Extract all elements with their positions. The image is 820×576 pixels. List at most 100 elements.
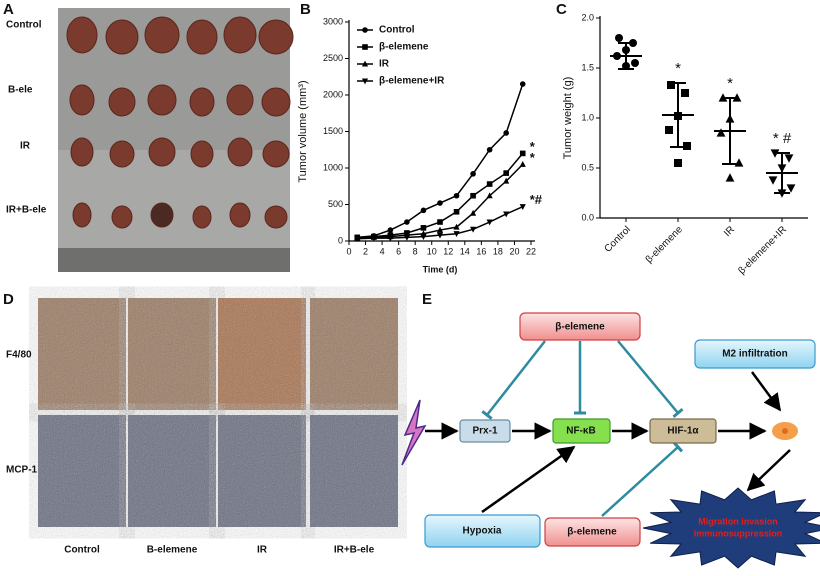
point [486, 219, 493, 226]
node [649, 418, 717, 444]
tumor [229, 202, 251, 228]
point [519, 204, 526, 211]
tumor [226, 84, 254, 116]
point [503, 130, 509, 136]
point [503, 211, 510, 218]
legend-marker [362, 27, 368, 33]
point [470, 226, 477, 233]
row-label: IR+B-ele [6, 205, 47, 216]
tumor [189, 87, 215, 117]
point [784, 154, 794, 163]
y-tick-label: 2500 [323, 53, 343, 63]
texture [128, 298, 216, 410]
texture [38, 415, 126, 527]
point [387, 227, 394, 233]
x-tick-label: 2 [363, 246, 368, 256]
point [437, 219, 443, 225]
legend-label: β-elemene [379, 42, 429, 53]
x-axis-title: Time (d) [423, 264, 458, 274]
point [503, 170, 509, 176]
node-label: HIF-1α [667, 426, 699, 437]
node-label: Prx-1 [472, 426, 497, 437]
panel-label: B [300, 1, 311, 18]
row-label: MCP-1 [6, 465, 38, 476]
node-label: NF-κB [566, 426, 595, 437]
tumor [148, 137, 176, 167]
x-tick-label: 22 [526, 246, 536, 256]
tumor-photo [58, 8, 294, 272]
error-bar [722, 97, 738, 165]
error-bar [774, 152, 790, 194]
point [486, 146, 493, 153]
node [544, 517, 641, 547]
tumor [186, 19, 218, 55]
x-tick-label: 8 [413, 246, 418, 256]
column-label: B-elemene [147, 545, 198, 556]
point [519, 81, 526, 87]
outcome-label: immunosuppression [694, 528, 783, 538]
point [403, 234, 410, 241]
texture [38, 298, 126, 410]
tumor [111, 205, 133, 229]
point [453, 223, 460, 230]
tumor [72, 202, 92, 228]
point [486, 181, 493, 187]
texture [218, 415, 306, 527]
row-label: F4/80 [6, 350, 32, 361]
point [665, 126, 673, 134]
x-tick-label: 12 [443, 246, 453, 256]
point [370, 235, 377, 242]
point [453, 192, 460, 199]
point [453, 209, 460, 215]
tumor [258, 19, 294, 55]
point [716, 128, 726, 137]
y-axis-title: Tumor weight (g) [562, 77, 574, 160]
panel-label: A [3, 1, 14, 18]
annotation: * [530, 139, 536, 154]
node [694, 339, 816, 369]
point [437, 200, 443, 206]
point [453, 231, 460, 238]
tumor [105, 19, 139, 55]
y-tick-label: 0.5 [581, 162, 594, 172]
tumor [223, 16, 257, 54]
y-tick-label: 2.0 [581, 12, 594, 22]
outcome-shape [642, 487, 820, 569]
tumor [227, 137, 253, 167]
point [503, 177, 510, 184]
point [615, 34, 623, 42]
tumor [109, 140, 135, 168]
node-label: M2 infiltration [722, 349, 788, 360]
row-label: Control [6, 20, 42, 31]
legend-label: IR [379, 59, 390, 70]
point [470, 209, 477, 216]
x-tick-label: 0 [346, 246, 351, 256]
x-tick-label: Control [602, 224, 633, 255]
tumor [69, 84, 95, 116]
point [786, 184, 796, 193]
texture [310, 415, 398, 527]
texture [128, 415, 216, 527]
node [459, 419, 511, 443]
point [667, 81, 675, 89]
y-tick-label: 0 [338, 235, 343, 245]
annotation: * [727, 75, 733, 92]
outcome-label: Migration invasion [698, 516, 778, 526]
column-label: IR [257, 545, 268, 556]
legend-marker [361, 78, 369, 85]
point [734, 158, 744, 167]
error-bar [618, 42, 634, 70]
texture [310, 298, 398, 410]
tumor [190, 140, 214, 168]
y-axis-title: Tumor volume (mm³) [297, 80, 309, 182]
point [420, 207, 427, 214]
annotation: * [530, 150, 536, 165]
x-tick-label: 4 [380, 246, 385, 256]
line [357, 83, 524, 239]
point [683, 142, 691, 150]
point [387, 235, 394, 242]
point [436, 226, 444, 233]
y-tick-label: 500 [328, 199, 343, 209]
panel-label: D [3, 291, 14, 308]
y-tick-label: 1.0 [581, 112, 594, 122]
